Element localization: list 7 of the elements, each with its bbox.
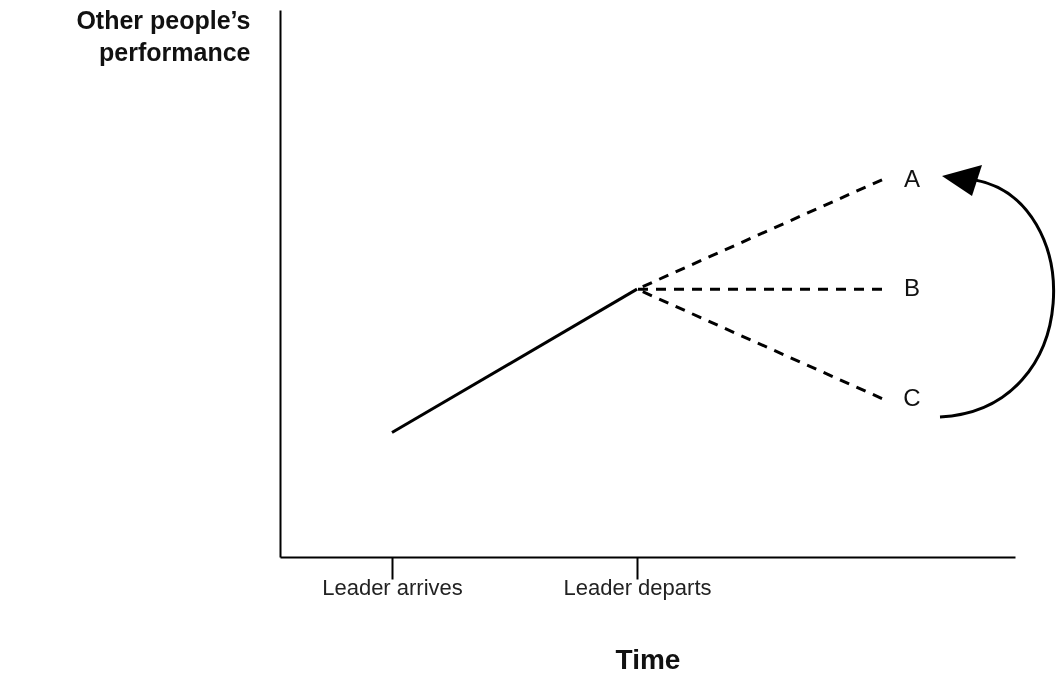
series-label: B — [903, 274, 921, 302]
x-tick-label: Leader departs — [563, 574, 712, 600]
x-axis-title: Time — [615, 643, 681, 675]
x-tick-label: Leader arrives — [322, 574, 463, 600]
y-axis-title: Other people’s performance — [76, 5, 251, 66]
legend-label: A — [903, 164, 921, 192]
series-label: C — [903, 383, 921, 411]
